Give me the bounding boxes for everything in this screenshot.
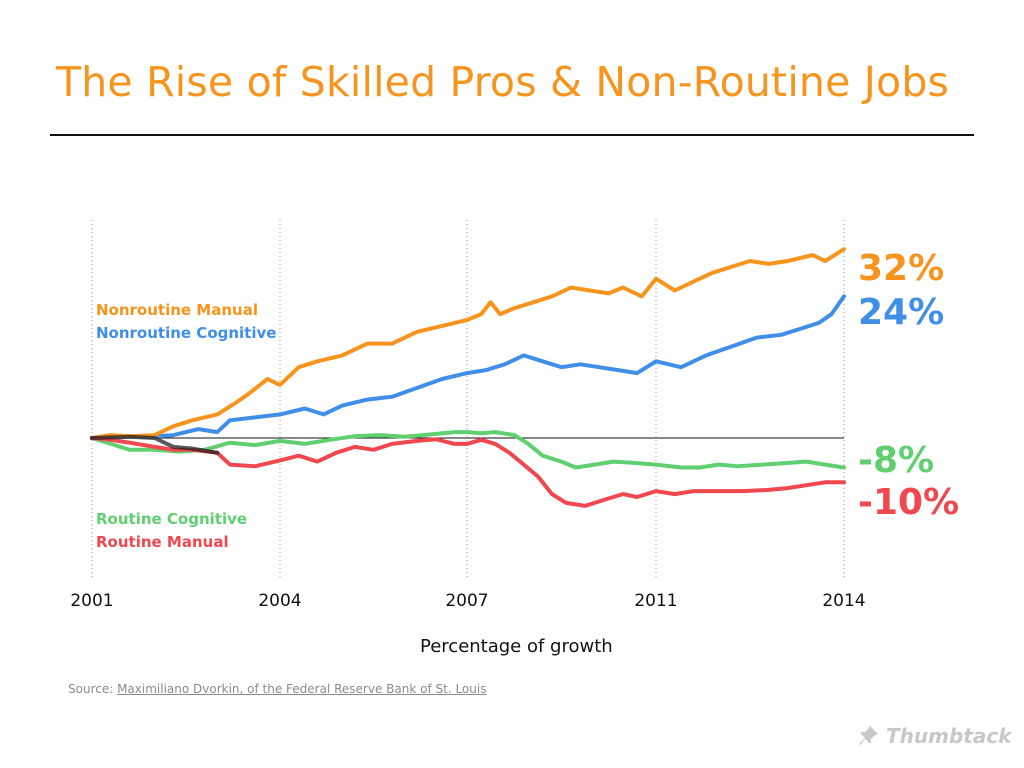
end-label-routine-manual: -10%	[858, 482, 960, 523]
legend-routine: Routine Cognitive Routine Manual	[96, 508, 247, 554]
series-routine-manual	[90, 436, 846, 508]
x-tick-label-2007: 2007	[445, 591, 488, 611]
chart-title: The Rise of Skilled Pros & Non-Routine J…	[56, 58, 950, 106]
legend-nonroutine-manual: Nonroutine Manual	[96, 301, 258, 319]
source-note: Source: Maximiliano Dvorkin, of the Fede…	[68, 682, 486, 696]
x-tick-label-2004: 2004	[258, 591, 301, 611]
x-tick-label-2001: 2001	[70, 591, 113, 611]
legend-nonroutine: Nonroutine Manual Nonroutine Cognitive	[96, 299, 276, 345]
source-prefix: Source:	[68, 682, 118, 696]
x-tick-label-2014: 2014	[822, 591, 865, 611]
series-nonroutine-cognitive	[90, 294, 846, 440]
source-link[interactable]: Maximiliano Dvorkin, of the Federal Rese…	[117, 682, 487, 696]
legend-nonroutine-cognitive: Nonroutine Cognitive	[96, 324, 277, 342]
pushpin-icon	[859, 725, 878, 745]
series-overlap-segment	[90, 434, 220, 455]
series-nonroutine-manual	[90, 247, 846, 440]
x-axis-label: Percentage of growth	[420, 636, 613, 657]
series-routine-cognitive	[90, 430, 846, 470]
end-label-nonroutine-manual: 32%	[858, 248, 945, 289]
thumbtack-logo: Thumbtack	[858, 724, 1012, 748]
title-divider	[50, 134, 974, 136]
end-label-routine-cognitive: -8%	[858, 440, 935, 481]
brand-name: Thumbtack	[886, 724, 1012, 748]
x-axis-ticks: 2001 2004 2007 2011 2014	[70, 591, 865, 611]
legend-routine-cognitive: Routine Cognitive	[96, 510, 248, 528]
x-tick-label-2011: 2011	[634, 591, 677, 611]
legend-routine-manual: Routine Manual	[96, 533, 229, 551]
series-lines	[90, 247, 846, 508]
end-label-nonroutine-cognitive: 24%	[858, 292, 945, 333]
